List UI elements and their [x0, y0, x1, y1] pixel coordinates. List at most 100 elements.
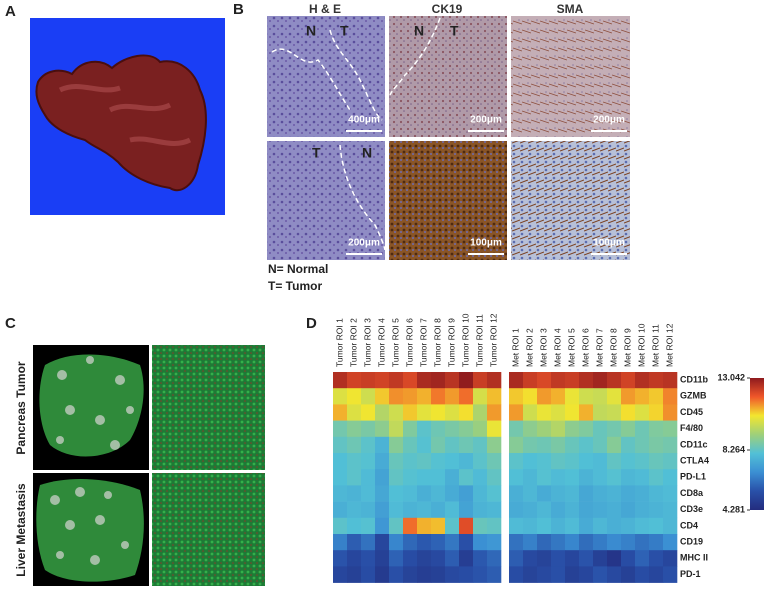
micrograph: [511, 141, 630, 260]
column-label: Tumor ROI 3: [362, 318, 372, 367]
roi-markers: [50, 487, 129, 565]
column-label: Met ROI 7: [594, 328, 604, 367]
heatmap-cell: [565, 404, 580, 421]
heatmap-cell: [473, 501, 488, 519]
heatmap-cell: [459, 420, 474, 438]
heatmap-cell: [649, 550, 664, 567]
column-label: Met ROI 3: [538, 328, 548, 367]
heatmap-cell: [347, 436, 362, 454]
heatmap-cell: [509, 469, 524, 486]
heatmap-cell: [431, 404, 446, 421]
column-label: Tumor ROI 11: [474, 314, 484, 367]
heatmap-cell: [487, 404, 502, 421]
heatmap-cell: [333, 469, 348, 486]
heatmap-cell: [487, 372, 502, 389]
legend-entry: T= Tumor: [268, 279, 322, 293]
heatmap-cell: [635, 517, 650, 535]
heatmap-cell: [593, 534, 608, 551]
heatmap-cell: [565, 517, 580, 535]
heatmap-cell: [593, 485, 608, 502]
heatmap-cell: [333, 517, 348, 535]
heatmap-cell: [509, 420, 524, 438]
heatmap-cell: [375, 404, 390, 421]
heatmap-cell: [361, 517, 376, 535]
heatmap-cell: [635, 404, 650, 421]
heatmap-cell: [565, 534, 580, 551]
heatmap-cell: [487, 534, 502, 551]
heatmap-cell: [565, 388, 580, 405]
heatmap-cell: [347, 550, 362, 567]
heatmap-cell: [579, 566, 594, 583]
heatmap-cell: [565, 469, 580, 486]
heatmap-cell: [333, 566, 348, 583]
heatmap-cell: [593, 501, 608, 519]
heatmap-cell: [473, 388, 488, 405]
heatmap-cell: [403, 404, 418, 421]
heatmap-cell: [579, 372, 594, 389]
heatmap-cell: [417, 469, 432, 486]
heatmap-cell: [663, 517, 678, 535]
heatmap-cell: [459, 534, 474, 551]
heatmap-cell: [509, 517, 524, 535]
heatmap-cell: [523, 469, 538, 486]
scale-bar-label: 100μm: [470, 238, 502, 249]
heatmap-cell: [361, 550, 376, 567]
column-label: Met ROI 8: [608, 328, 618, 367]
fluorescence-image: [152, 345, 265, 470]
tumor-specimen: [35, 54, 207, 192]
heatmap-cell: [333, 550, 348, 567]
heatmap-cell: [417, 372, 432, 389]
heatmap-cell: [509, 485, 524, 502]
heatmap-cell: [333, 453, 348, 470]
heatmap-cell: [607, 550, 622, 567]
heatmap-cell: [663, 485, 678, 502]
heatmap-cell: [649, 469, 664, 486]
heatmap-cell: [579, 420, 594, 438]
row-label: CD45: [680, 407, 703, 417]
heatmap-cell: [523, 517, 538, 535]
heatmap-cell: [459, 388, 474, 405]
heatmap-cell: [537, 404, 552, 421]
heatmap-cell: [445, 566, 460, 583]
heatmap-cell: [523, 501, 538, 519]
heatmap-cell: [403, 534, 418, 551]
heatmap-cell: [389, 534, 404, 551]
heatmap-cell: [593, 372, 608, 389]
heatmap-cell: [579, 469, 594, 486]
heatmap-cell: [389, 550, 404, 567]
heatmap-cell: [523, 453, 538, 470]
heatmap-cell: [607, 485, 622, 502]
heatmap-cell: [551, 501, 566, 519]
column-header: H & E: [309, 2, 341, 16]
heatmap-cell: [403, 469, 418, 486]
heatmap-cell: [389, 420, 404, 438]
heatmap-cell: [445, 501, 460, 519]
row-label: Pancreas Tumor: [14, 361, 28, 454]
legend-entry: N= Normal: [268, 262, 328, 276]
scale-bar-label: 200μm: [593, 115, 625, 126]
heatmap-cell: [375, 485, 390, 502]
heatmap-cell: [593, 404, 608, 421]
heatmap-cell: [621, 404, 636, 421]
tissue-section: [36, 478, 144, 582]
row-label: Liver Metastasis: [14, 483, 28, 577]
heatmap-cell: [579, 453, 594, 470]
heatmap-cell: [487, 485, 502, 502]
heatmap-cell: [537, 485, 552, 502]
heatmap-cell: [607, 436, 622, 454]
heatmap-cell: [593, 566, 608, 583]
heatmap-cell: [509, 372, 524, 389]
heatmap-cell: [333, 372, 348, 389]
column-label: Met ROI 12: [664, 323, 674, 367]
heatmap-cell: [431, 453, 446, 470]
heatmap-cell: [431, 469, 446, 486]
heatmap-cell: [445, 469, 460, 486]
micrograph: [511, 16, 630, 137]
region-label: T: [340, 23, 349, 39]
region-label: N: [306, 23, 316, 39]
heatmap-cell: [361, 469, 376, 486]
heatmap-cell: [445, 550, 460, 567]
heatmap-cell: [431, 517, 446, 535]
heatmap-cell: [621, 550, 636, 567]
panel-label: D: [306, 315, 317, 332]
